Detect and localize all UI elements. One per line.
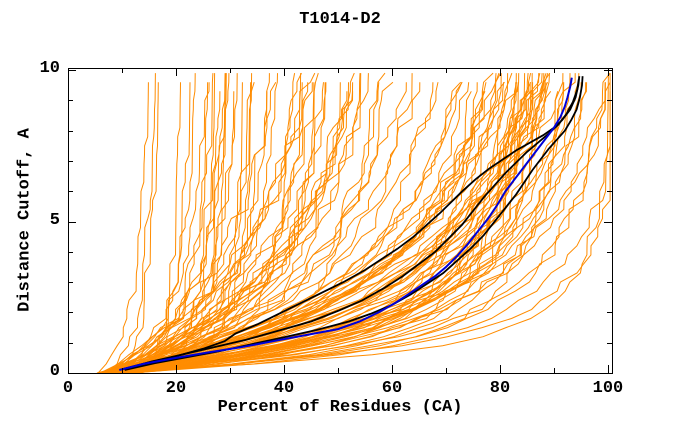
- server-model-curve: [138, 72, 355, 373]
- y-tick-label: 10: [39, 59, 60, 79]
- server-model-curve: [115, 82, 434, 373]
- server-model-curve: [120, 73, 278, 373]
- x-tick-label: 100: [592, 379, 624, 398]
- server-model-curve: [131, 72, 319, 373]
- x-tick-label: 60: [381, 379, 403, 398]
- server-model-curve: [134, 82, 326, 373]
- highlight-model-blue-curve: [119, 77, 573, 371]
- plot-frame: [68, 68, 613, 374]
- server-model-curve: [101, 73, 609, 373]
- server-model-curve: [125, 73, 361, 373]
- server-model-curve: [109, 82, 210, 373]
- server-model-curve: [123, 73, 580, 373]
- server-model-curve: [106, 73, 230, 373]
- x-tick-label: 20: [165, 379, 187, 398]
- server-model-curve: [114, 72, 386, 373]
- server-model-curve: [109, 91, 559, 373]
- x-tick-label: 40: [273, 379, 295, 398]
- server-model-curve: [110, 72, 500, 373]
- server-model-curve: [111, 82, 313, 373]
- x-tick-label: 80: [489, 379, 511, 398]
- server-model-curve: [114, 82, 209, 373]
- server-model-curve: [105, 73, 156, 373]
- server-model-curve: [103, 82, 407, 373]
- x-axis-label: Percent of Residues (CA): [217, 398, 463, 417]
- chart-title: T1014-D2: [299, 10, 381, 29]
- server-model-curve: [97, 73, 302, 373]
- server-model-curve: [119, 82, 159, 373]
- server-model-curve: [115, 82, 243, 373]
- server-model-curve: [127, 72, 611, 373]
- server-model-curve: [127, 73, 214, 373]
- server-model-curve: [123, 73, 270, 373]
- server-model-curve: [101, 91, 552, 373]
- server-model-curve: [112, 82, 531, 373]
- server-model-curve: [108, 82, 252, 373]
- server-model-curve: [116, 72, 549, 373]
- server-model-curve: [99, 73, 226, 373]
- server-model-curve: [126, 73, 509, 373]
- server-model-curve: [139, 73, 413, 373]
- server-model-curve: [113, 91, 235, 373]
- server-model-curve: [128, 82, 587, 373]
- server-model-curve: [107, 82, 534, 373]
- server-model-curve: [111, 73, 517, 373]
- server-model-curve: [109, 82, 606, 373]
- server-model-curve: [133, 73, 526, 373]
- server-model-curve: [131, 73, 253, 373]
- server-model-curve: [118, 82, 341, 373]
- server-model-curve: [101, 72, 513, 373]
- server-model-curve: [131, 73, 576, 373]
- y-tick-label: 0: [49, 362, 60, 381]
- server-model-curve: [115, 73, 216, 373]
- server-model-curve: [120, 82, 181, 373]
- server-model-curve: [141, 82, 327, 373]
- server-model-curve: [130, 82, 611, 373]
- server-model-curve: [131, 82, 478, 373]
- server-model-curve: [122, 73, 196, 373]
- reference-model-black-2-curve: [124, 76, 584, 371]
- y-tick-label: 5: [49, 210, 60, 230]
- server-model-curve: [107, 91, 221, 373]
- server-model-curve: [125, 73, 238, 373]
- server-model-curve: [102, 81, 549, 373]
- server-model-curve: [100, 82, 255, 373]
- server-model-curve: [97, 82, 149, 373]
- server-model-curve: [99, 82, 439, 373]
- x-tick-label: 0: [62, 379, 74, 398]
